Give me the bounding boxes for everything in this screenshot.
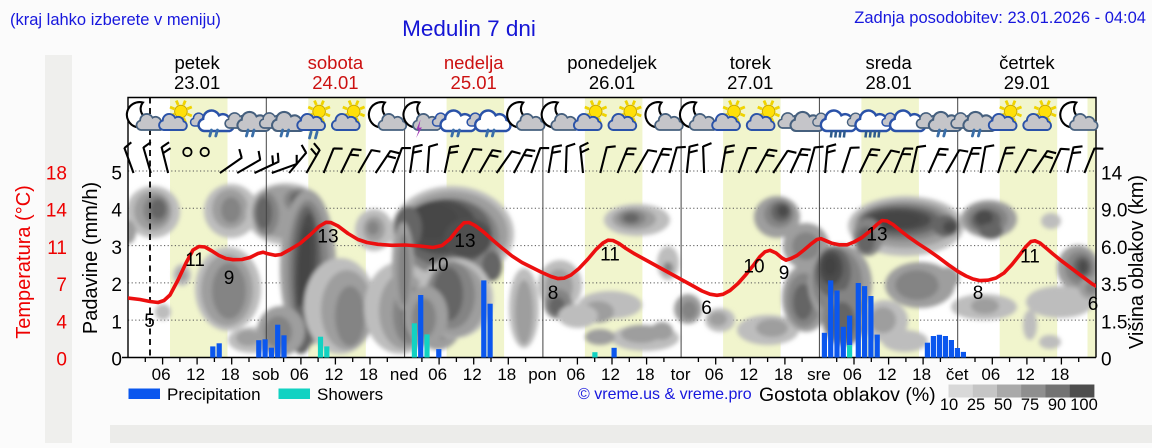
svg-text:18: 18 (636, 365, 655, 384)
svg-text:06: 06 (566, 365, 585, 384)
svg-text:sreda: sreda (865, 52, 912, 73)
svg-text:10: 10 (427, 255, 448, 276)
svg-text:11: 11 (185, 250, 205, 271)
svg-text:18: 18 (912, 365, 931, 384)
svg-text:18: 18 (774, 365, 793, 384)
svg-text:06: 06 (290, 365, 309, 384)
svg-text:18: 18 (497, 365, 516, 384)
svg-text:6: 6 (1088, 294, 1099, 315)
svg-text:torek: torek (730, 52, 772, 73)
svg-text:Višina oblakov (km): Višina oblakov (km) (1126, 175, 1148, 349)
svg-text:sobota: sobota (308, 52, 364, 73)
svg-text:4: 4 (111, 201, 122, 222)
svg-text:sob: sob (252, 365, 279, 384)
svg-text:6.0: 6.0 (1101, 238, 1127, 259)
svg-text:čet: čet (946, 365, 969, 384)
svg-text:18: 18 (46, 163, 67, 184)
svg-text:14: 14 (1101, 163, 1123, 184)
svg-text:100: 100 (1070, 396, 1098, 414)
svg-text:sre: sre (807, 365, 831, 384)
svg-text:0: 0 (1101, 350, 1112, 371)
svg-text:13: 13 (454, 231, 475, 252)
svg-text:Gostota oblakov (%): Gostota oblakov (%) (759, 384, 936, 406)
svg-text:11: 11 (600, 245, 620, 266)
svg-text:pon: pon (528, 365, 556, 384)
svg-text:24.01: 24.01 (312, 72, 358, 93)
svg-text:3: 3 (111, 238, 122, 259)
svg-text:10: 10 (940, 396, 958, 414)
svg-text:06: 06 (152, 365, 171, 384)
svg-text:petek: petek (174, 52, 220, 73)
svg-text:18: 18 (359, 365, 378, 384)
svg-text:13: 13 (317, 227, 338, 248)
svg-text:50: 50 (994, 396, 1012, 414)
svg-text:© vreme.us & vreme.pro: © vreme.us & vreme.pro (578, 386, 752, 403)
svg-text:13: 13 (866, 225, 887, 246)
svg-text:06: 06 (428, 365, 447, 384)
svg-text:Zadnja posodobitev: 23.01.2026: Zadnja posodobitev: 23.01.2026 - 04:04 (854, 9, 1146, 27)
svg-text:7: 7 (56, 275, 67, 296)
svg-text:4: 4 (56, 312, 67, 333)
svg-text:9: 9 (779, 263, 790, 284)
svg-text:Padavine (mm/h): Padavine (mm/h) (80, 182, 102, 334)
svg-text:1.5: 1.5 (1101, 312, 1127, 333)
svg-text:0: 0 (111, 350, 122, 371)
svg-text:6: 6 (701, 298, 712, 319)
svg-text:Precipitation: Precipitation (167, 385, 261, 404)
svg-text:nedelja: nedelja (444, 52, 504, 73)
svg-text:Medulin 7 dni: Medulin 7 dni (402, 16, 536, 41)
svg-text:9: 9 (224, 268, 235, 289)
svg-text:12: 12 (601, 365, 620, 384)
svg-text:11: 11 (1020, 247, 1040, 268)
svg-text:18: 18 (221, 365, 240, 384)
svg-text:29.01: 29.01 (1004, 72, 1050, 93)
svg-text:28.01: 28.01 (865, 72, 911, 93)
svg-text:8: 8 (973, 283, 984, 304)
svg-text:06: 06 (843, 365, 862, 384)
svg-text:12: 12 (739, 365, 758, 384)
svg-text:12: 12 (463, 365, 482, 384)
svg-text:četrtek: četrtek (999, 52, 1055, 73)
svg-text:90: 90 (1048, 396, 1066, 414)
svg-text:23.01: 23.01 (174, 72, 220, 93)
svg-text:5: 5 (111, 163, 122, 184)
svg-text:2: 2 (111, 275, 122, 296)
svg-text:75: 75 (1021, 396, 1039, 414)
svg-text:06: 06 (981, 365, 1000, 384)
svg-text:12: 12 (324, 365, 343, 384)
svg-text:8: 8 (548, 283, 559, 304)
svg-text:12: 12 (1016, 365, 1035, 384)
svg-text:12: 12 (186, 365, 205, 384)
svg-text:25: 25 (967, 396, 985, 414)
svg-text:Temperatura (°C): Temperatura (°C) (13, 185, 35, 339)
svg-text:(kraj lahko izberete v meniju): (kraj lahko izberete v meniju) (10, 11, 221, 29)
svg-text:14: 14 (46, 201, 68, 222)
svg-text:26.01: 26.01 (589, 72, 635, 93)
svg-text:5: 5 (144, 311, 155, 332)
svg-text:18: 18 (1050, 365, 1069, 384)
svg-text:10: 10 (743, 257, 764, 278)
svg-text:11: 11 (47, 238, 67, 259)
svg-text:9.0: 9.0 (1101, 201, 1127, 222)
svg-text:ned: ned (390, 365, 418, 384)
svg-text:1: 1 (111, 312, 122, 333)
svg-text:Showers: Showers (317, 385, 383, 404)
svg-text:3.5: 3.5 (1101, 275, 1127, 296)
svg-text:12: 12 (878, 365, 897, 384)
svg-text:ponedeljek: ponedeljek (567, 52, 657, 73)
svg-text:tor: tor (671, 365, 691, 384)
svg-text:27.01: 27.01 (727, 72, 773, 93)
svg-text:06: 06 (705, 365, 724, 384)
svg-text:25.01: 25.01 (451, 72, 497, 93)
svg-text:0: 0 (56, 350, 67, 371)
